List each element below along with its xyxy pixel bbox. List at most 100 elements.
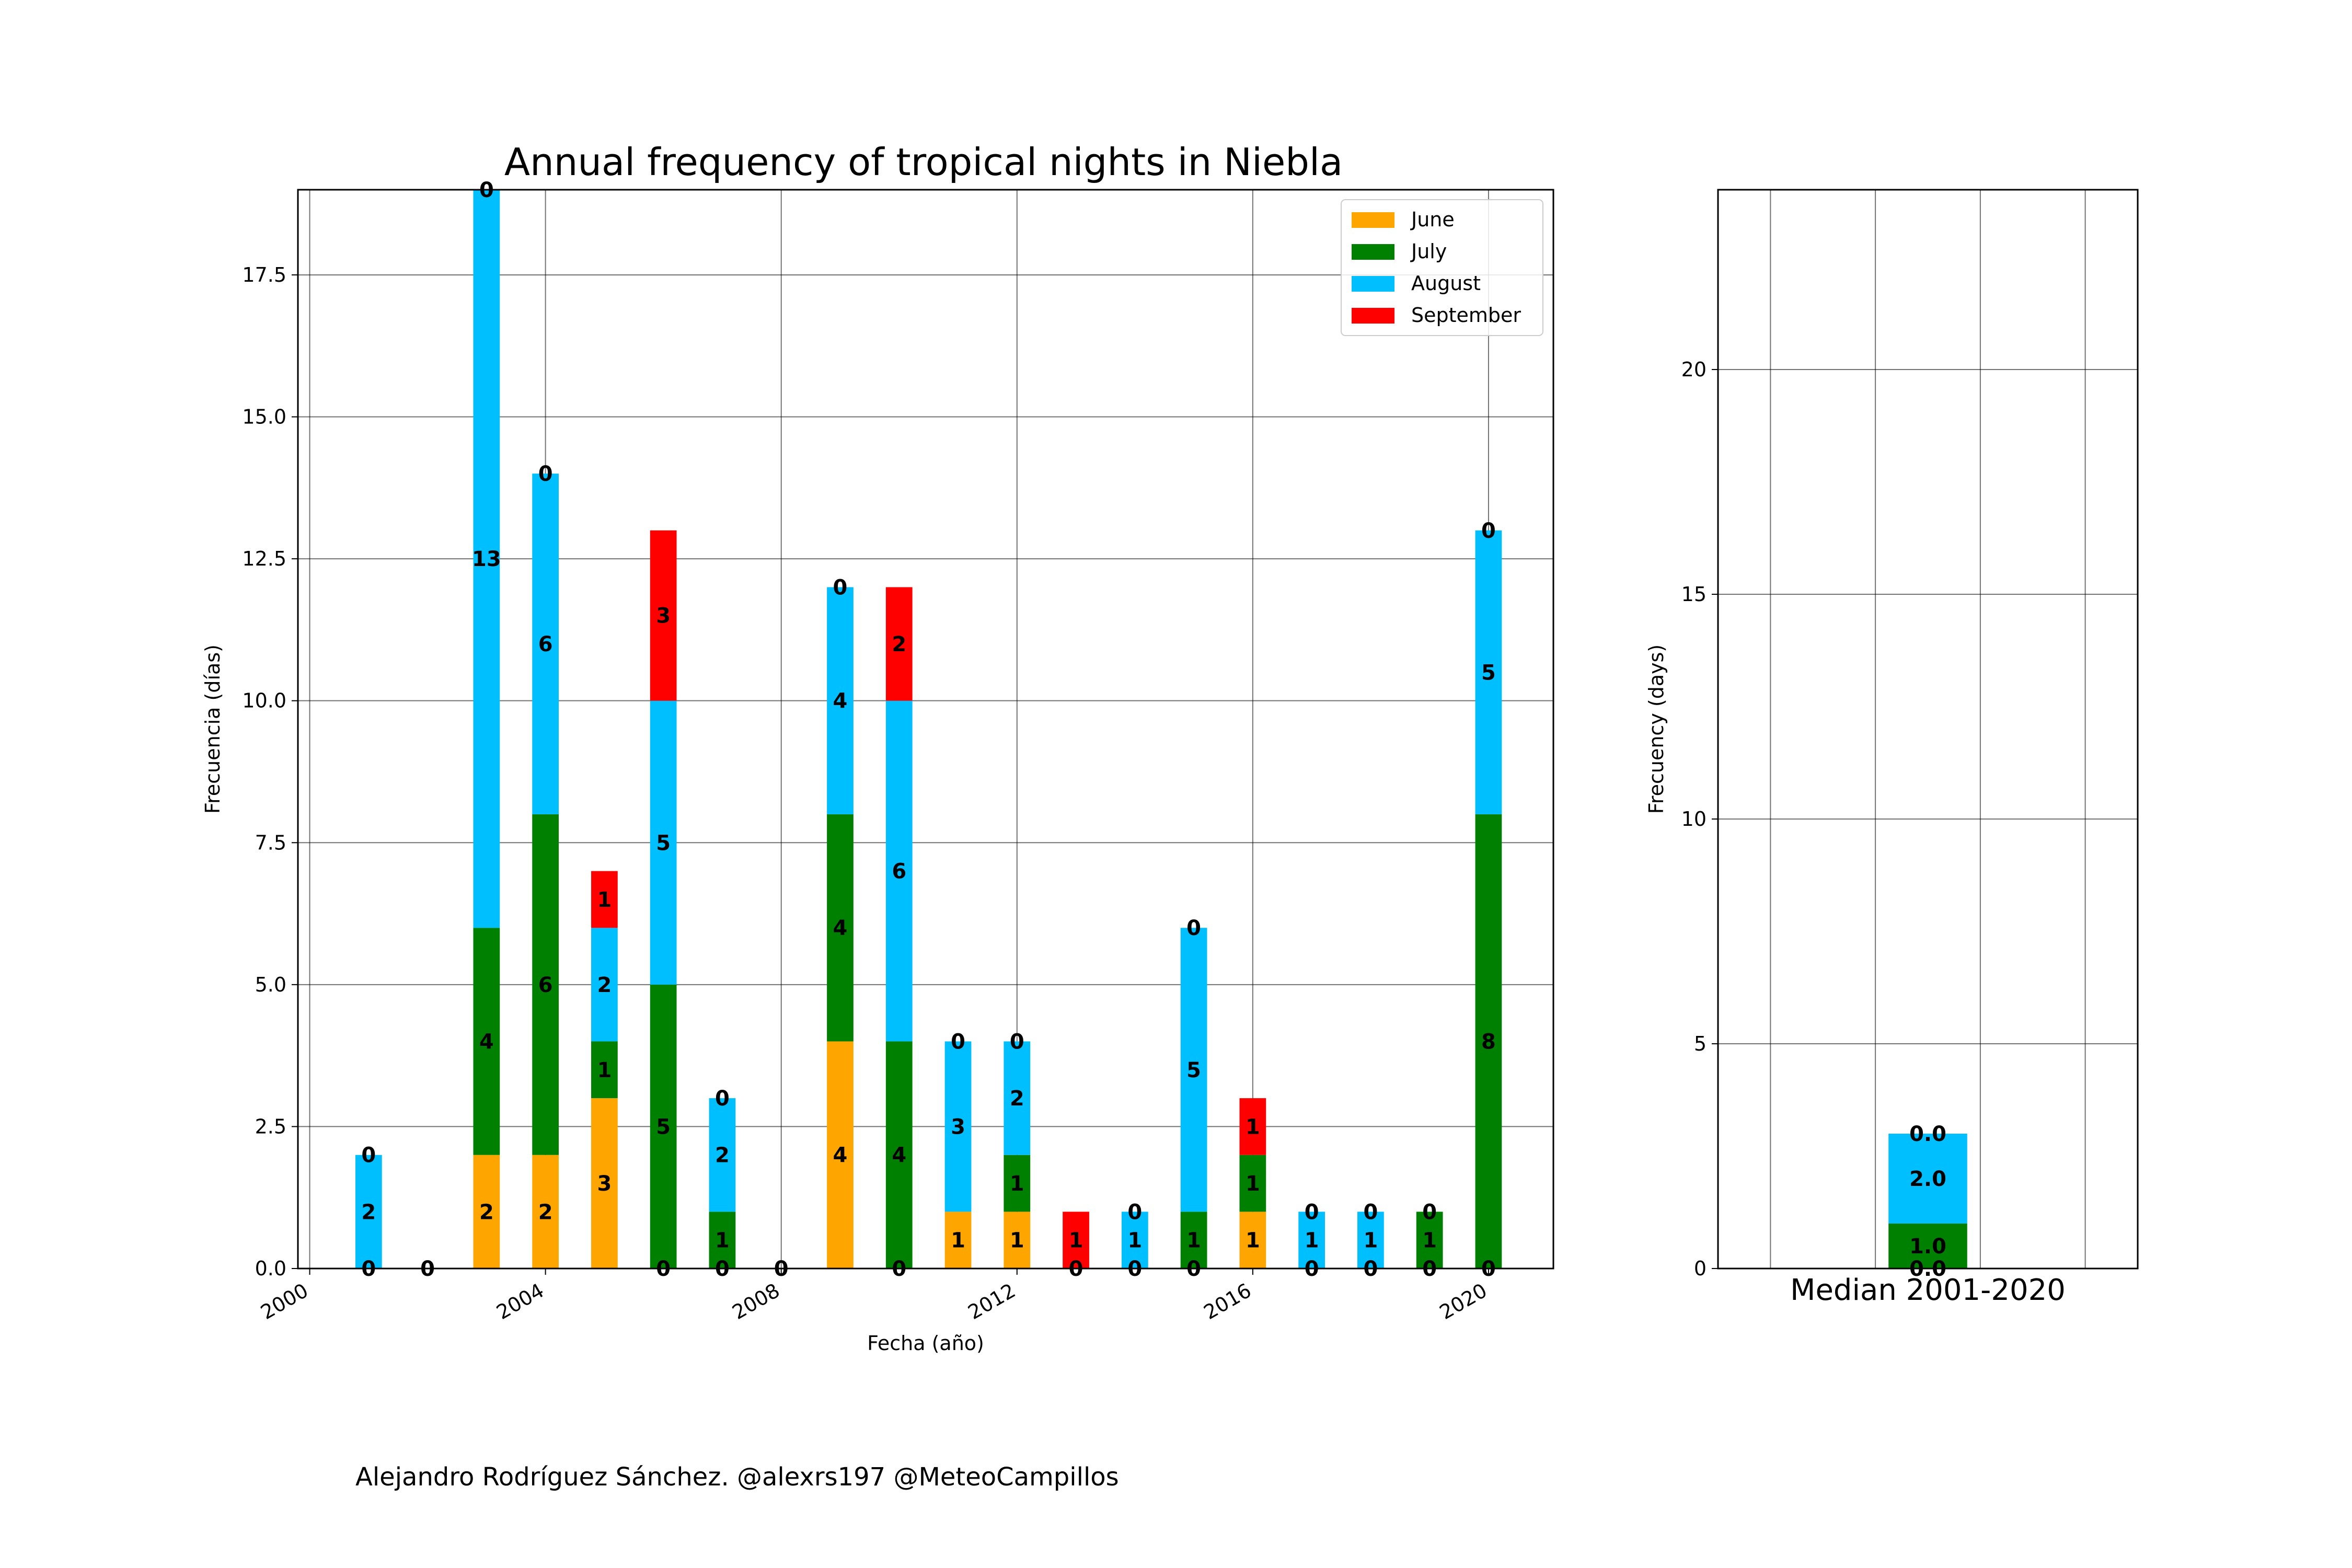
- data-label: 13: [472, 547, 501, 571]
- legend-label-july: July: [1410, 240, 1447, 263]
- legend-label-june: June: [1410, 208, 1455, 231]
- median-bar-july: [1888, 1224, 1967, 1269]
- bar-august: [1475, 530, 1502, 814]
- bar-september: [591, 871, 618, 928]
- data-label: 0: [951, 1030, 965, 1054]
- data-label: 0: [1422, 1200, 1437, 1224]
- bar-july: [709, 1212, 736, 1269]
- data-label: 1: [1127, 1229, 1142, 1253]
- data-label: 1: [1246, 1115, 1260, 1139]
- median-y-axis-label: Frecuency (days): [1645, 644, 1668, 814]
- bar-july: [1416, 1212, 1443, 1269]
- data-label: 4: [892, 1144, 906, 1168]
- data-label: 3: [951, 1115, 965, 1139]
- bar-september: [650, 530, 677, 701]
- data-label: 4: [833, 1144, 848, 1168]
- data-label: 2: [538, 1200, 553, 1224]
- data-label: 1: [1305, 1229, 1319, 1253]
- bar-july: [1180, 1212, 1207, 1269]
- data-label: 4: [833, 916, 848, 940]
- bar-july: [1239, 1155, 1266, 1212]
- y-tick-label: 20: [1681, 358, 1707, 381]
- median-data-label: 2.0: [1909, 1167, 1946, 1191]
- bar-july: [532, 814, 559, 1155]
- data-label: 1: [715, 1229, 730, 1253]
- legend-box: [1341, 199, 1543, 336]
- data-label: 8: [1481, 1030, 1496, 1054]
- bar-august: [532, 474, 559, 814]
- bar-july: [1475, 814, 1502, 1269]
- y-tick-label: 10: [1681, 808, 1707, 831]
- bar-july: [650, 984, 677, 1269]
- legend-swatch-september: [1352, 308, 1394, 324]
- data-label: 1: [1246, 1229, 1260, 1253]
- bar-june: [1004, 1212, 1031, 1269]
- data-label: 0: [1010, 1030, 1024, 1054]
- bar-august: [944, 1041, 972, 1212]
- y-tick-label: 2.5: [255, 1115, 286, 1138]
- data-label: 0: [1127, 1200, 1142, 1224]
- bar-september: [885, 587, 913, 701]
- bar-august: [827, 587, 854, 814]
- data-label: 5: [656, 831, 671, 855]
- bar-july: [827, 814, 854, 1042]
- x-axis-label: Fecha (año): [867, 1332, 984, 1355]
- bar-august: [1121, 1212, 1148, 1269]
- bar-july: [885, 1041, 913, 1269]
- data-label: 1: [1363, 1229, 1378, 1253]
- data-label: 1: [1010, 1172, 1024, 1196]
- median-bar-august: [1888, 1134, 1967, 1224]
- data-label: 0: [715, 1087, 730, 1111]
- data-label: 3: [656, 604, 671, 628]
- legend-swatch-august: [1352, 276, 1394, 292]
- bar-august: [473, 190, 500, 928]
- legend: June July August September: [1341, 199, 1543, 336]
- main-chart: 0200241302660312105530120044400462130112…: [201, 178, 1554, 1355]
- median-data-label: 0.0: [1909, 1122, 1946, 1146]
- bar-august: [885, 700, 913, 1042]
- y-tick-label: 5.0: [255, 973, 286, 996]
- data-label: 5: [656, 1115, 671, 1139]
- data-label: 3: [597, 1172, 612, 1196]
- bar-september: [1239, 1098, 1266, 1155]
- data-label: 4: [833, 689, 848, 713]
- y-tick-label: 12.5: [242, 547, 286, 570]
- legend-swatch-june: [1352, 212, 1394, 228]
- legend-label-august: August: [1411, 272, 1481, 295]
- data-label: 0: [538, 462, 553, 486]
- bar-august: [1180, 928, 1207, 1212]
- bar-june: [532, 1155, 559, 1269]
- data-label: 6: [538, 973, 553, 997]
- credit-line: Alejandro Rodríguez Sánchez. @alexrs197 …: [355, 1462, 1119, 1492]
- data-label: 2: [892, 632, 906, 656]
- data-label: 0: [1481, 519, 1496, 543]
- data-label: 2: [597, 973, 612, 997]
- data-label: 4: [479, 1030, 494, 1054]
- bar-august: [1004, 1041, 1031, 1155]
- data-label: 1: [1010, 1229, 1024, 1253]
- data-label: 6: [538, 632, 553, 656]
- data-label: 0: [1186, 916, 1201, 940]
- data-label: 1: [1186, 1229, 1201, 1253]
- plot-frame: [297, 189, 1554, 1270]
- bar-june: [473, 1155, 500, 1269]
- bar-june: [1239, 1212, 1266, 1269]
- median-plot-frame: [1717, 189, 2139, 1270]
- bar-june: [827, 1041, 854, 1269]
- data-label: 1: [1422, 1229, 1437, 1253]
- data-label: 1: [1246, 1172, 1260, 1196]
- data-label: 0: [1305, 1200, 1319, 1224]
- data-label: 5: [1481, 661, 1496, 685]
- y-tick-label: 17.5: [242, 263, 286, 286]
- y-tick-label: 0.0: [255, 1257, 286, 1280]
- legend-swatch-july: [1352, 244, 1394, 260]
- bar-september: [1063, 1212, 1089, 1269]
- bar-july: [591, 1041, 618, 1099]
- bar-august: [1357, 1212, 1384, 1269]
- y-tick-label: 0: [1694, 1257, 1707, 1280]
- data-label: 6: [892, 860, 906, 884]
- data-label: 2: [1010, 1087, 1024, 1111]
